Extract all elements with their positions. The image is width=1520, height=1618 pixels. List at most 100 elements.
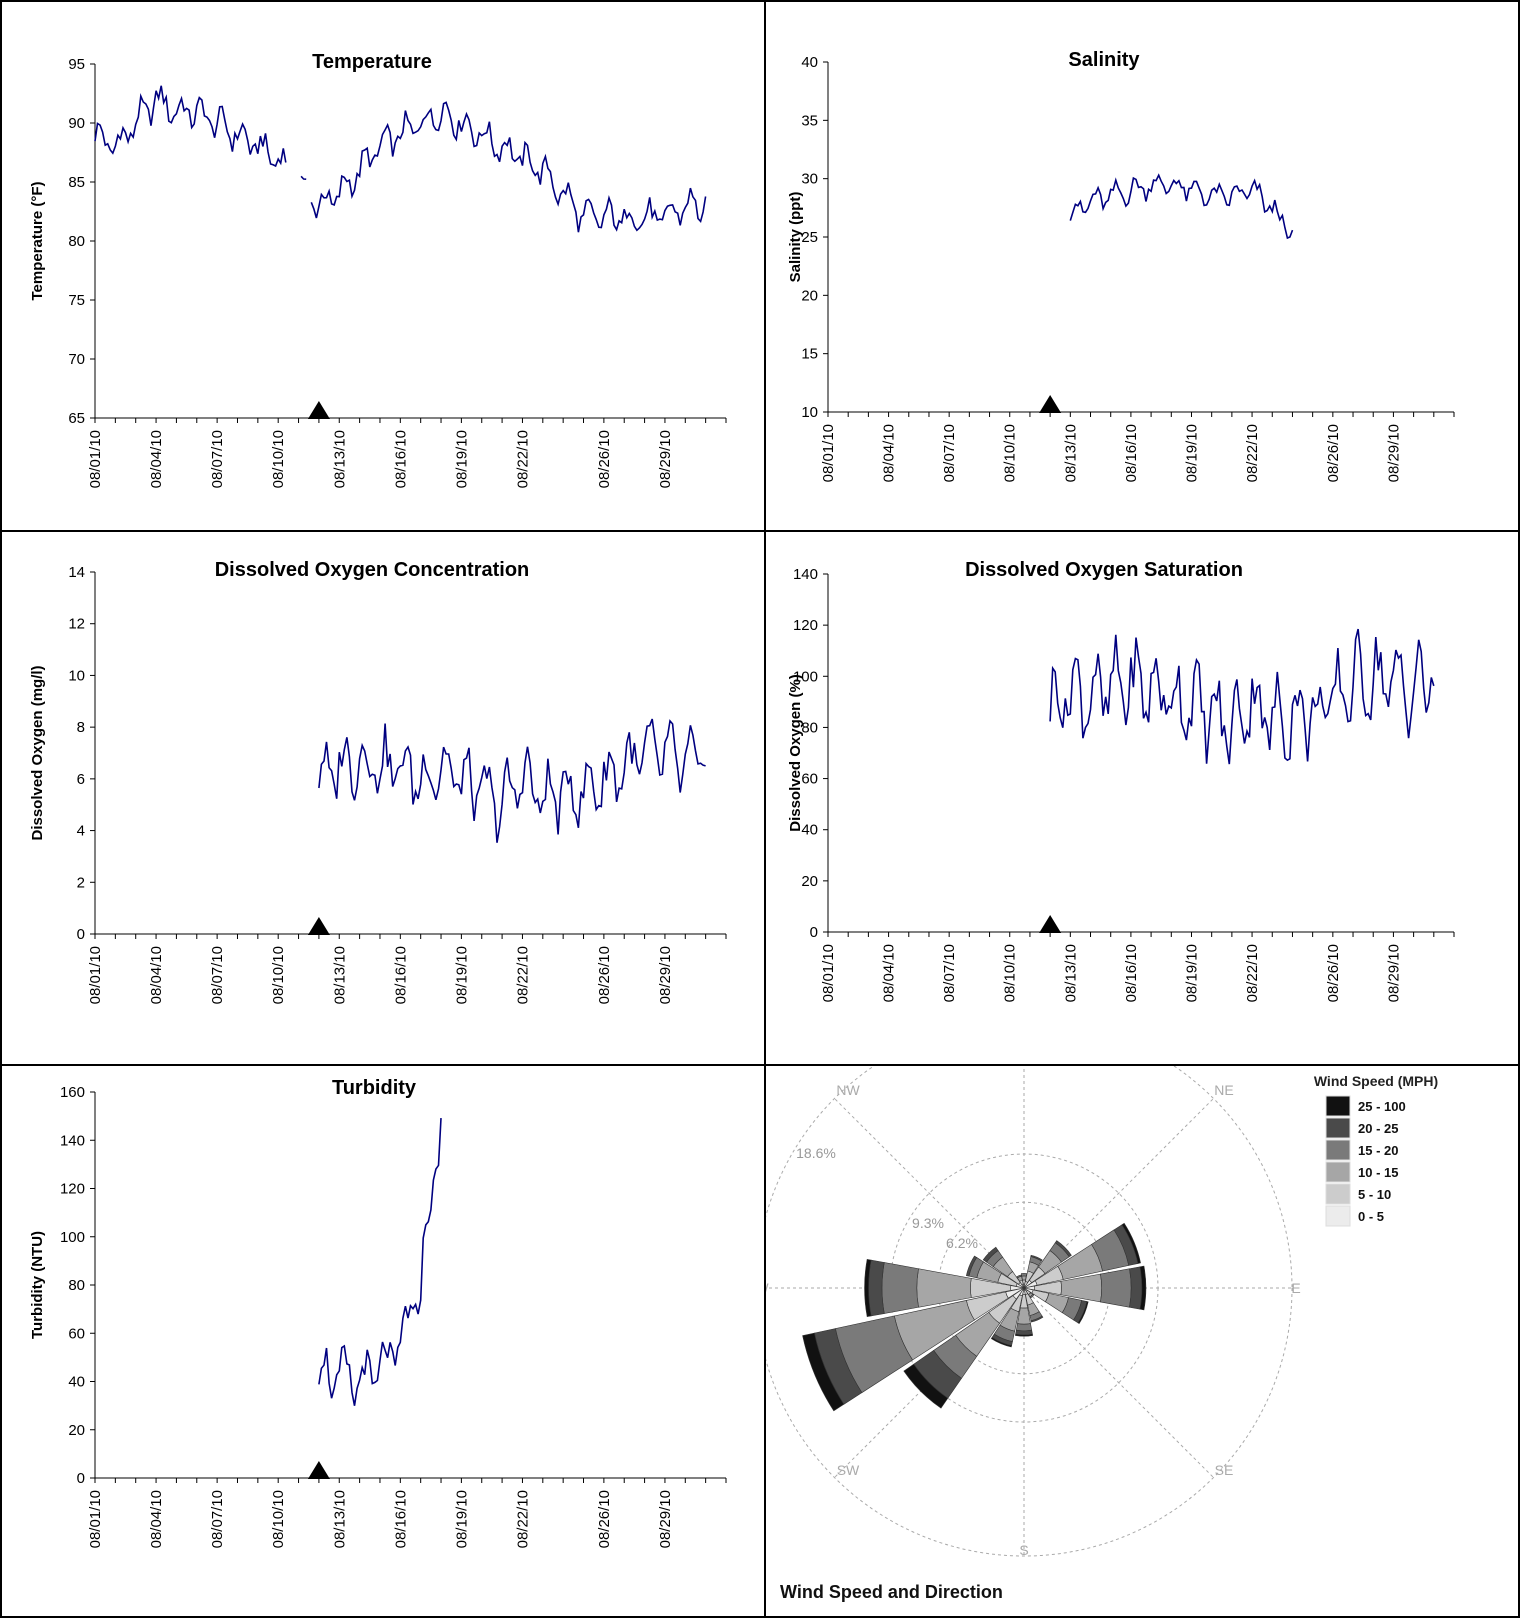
compass-label: S xyxy=(1019,1542,1028,1558)
temperature-chart: Temperature Temperature (°F) 65 70 75 80 85 90 9… xyxy=(29,51,727,488)
y-tick-label: 100 xyxy=(60,1229,85,1246)
turbidity-chart: Turbidity Turbidity (NTU) 0 20 40 60 80 100 120 1… xyxy=(29,1077,727,1548)
series-line xyxy=(318,1118,442,1406)
x-tick-label: 08/04/10 xyxy=(148,946,165,1004)
x-tick-label: 08/13/10 xyxy=(331,1490,348,1548)
y-axis-label: Dissolved Oxygen (mg/l) xyxy=(29,665,46,840)
y-tick-label: 6 xyxy=(77,771,85,788)
wind-rose-wedge xyxy=(1139,1265,1147,1311)
compass-label: SW xyxy=(837,1462,860,1478)
turbidity-chart-panel: Turbidity Turbidity (NTU) 0 20 40 60 80 100 120 1… xyxy=(0,1064,766,1618)
legend-item: 10 - 15 xyxy=(1358,1165,1398,1180)
wind-rose-wedge xyxy=(1029,1293,1035,1299)
legend-swatch xyxy=(1325,1095,1351,1117)
y-tick-label: 80 xyxy=(801,719,818,736)
compass-label: SE xyxy=(1215,1462,1234,1478)
x-tick-label: 08/04/10 xyxy=(148,1490,165,1548)
y-tick-label: 35 xyxy=(801,112,818,129)
x-tick-label: 08/16/10 xyxy=(1123,424,1140,482)
x-tick-label: 08/29/10 xyxy=(1385,424,1402,482)
do-saturation-chart: Dissolved Oxygen Saturation Dissolved Oxy… xyxy=(787,559,1455,1002)
salinity-chart-panel: Salinity Salinity (ppt) 10 15 20 25 30 35 40 08/0… xyxy=(764,0,1520,532)
series-line xyxy=(94,85,287,168)
compass-label: W xyxy=(766,1280,769,1296)
x-tick-label: 08/10/10 xyxy=(1002,944,1019,1002)
x-tick-label: 08/07/10 xyxy=(209,430,226,488)
y-tick-label: 2 xyxy=(77,874,85,891)
ring-outer xyxy=(766,1066,1293,1557)
series-line xyxy=(310,101,707,233)
series-line xyxy=(1069,173,1294,240)
x-tick-label: 08/10/10 xyxy=(270,1490,287,1548)
y-tick-label: 40 xyxy=(68,1374,85,1391)
legend-item: 20 - 25 xyxy=(1358,1121,1398,1136)
x-tick-label: 08/26/10 xyxy=(1325,424,1342,482)
y-axis-label: Salinity (ppt) xyxy=(787,192,804,283)
wind-rose-wedge xyxy=(1030,1254,1043,1262)
ring-label: 6.2% xyxy=(946,1235,978,1251)
compass-label: NE xyxy=(1214,1082,1233,1098)
do-concentration-chart: Dissolved Oxygen Concentration Dissolved … xyxy=(29,559,727,1004)
y-tick-label: 140 xyxy=(60,1132,85,1149)
wind-rose-wedge xyxy=(903,1363,949,1409)
y-tick-label: 14 xyxy=(68,564,85,581)
x-tick-label: 08/29/10 xyxy=(657,430,674,488)
chart-title: Wind Speed and Direction xyxy=(780,1582,1003,1602)
y-tick-label: 0 xyxy=(77,1470,85,1487)
y-tick-label: 10 xyxy=(68,667,85,684)
temperature-chart-panel: Temperature Temperature (°F) 65 70 75 80 85 90 9… xyxy=(0,0,766,532)
deployment-marker-triangle xyxy=(1039,395,1062,413)
x-tick-label: 08/10/10 xyxy=(270,430,287,488)
x-tick-label: 08/29/10 xyxy=(657,946,674,1004)
x-tick-label: 08/13/10 xyxy=(1062,424,1079,482)
x-tick-label: 08/19/10 xyxy=(453,1490,470,1548)
legend-item: 0 - 5 xyxy=(1358,1209,1384,1224)
wind-rose-wedge xyxy=(1016,1274,1022,1279)
legend-item: 5 - 10 xyxy=(1358,1187,1391,1202)
x-tick-label: 08/16/10 xyxy=(392,946,409,1004)
x-tick-label: 08/26/10 xyxy=(596,1490,613,1548)
x-tick-label: 08/01/10 xyxy=(820,944,837,1002)
y-tick-label: 4 xyxy=(77,823,85,840)
salinity-chart: Salinity Salinity (ppt) 10 15 20 25 30 35 40 08/0… xyxy=(787,49,1455,482)
y-tick-label: 85 xyxy=(68,174,85,191)
y-tick-label: 140 xyxy=(793,566,818,583)
wind-rose-wedge xyxy=(1129,1266,1143,1310)
wind-rose-wedge xyxy=(1030,1315,1044,1323)
x-tick-label: 08/07/10 xyxy=(209,946,226,1004)
ring-label: 9.3% xyxy=(912,1215,944,1231)
deployment-marker-triangle xyxy=(307,401,330,419)
x-tick-label: 08/07/10 xyxy=(941,424,958,482)
wind-rose-wedge xyxy=(881,1262,919,1314)
do-saturation-chart-panel: Dissolved Oxygen Saturation Dissolved Oxy… xyxy=(764,530,1520,1066)
y-axis-label: Temperature (°F) xyxy=(29,181,46,300)
y-tick-label: 40 xyxy=(801,54,818,71)
y-tick-label: 25 xyxy=(801,229,818,246)
x-tick-label: 08/26/10 xyxy=(596,946,613,1004)
wind-rose-wedge xyxy=(1077,1301,1089,1325)
x-tick-label: 08/29/10 xyxy=(657,1490,674,1548)
x-tick-label: 08/13/10 xyxy=(331,946,348,1004)
x-tick-label: 08/01/10 xyxy=(87,946,104,1004)
y-tick-label: 120 xyxy=(60,1181,85,1198)
x-tick-label: 08/19/10 xyxy=(1183,944,1200,1002)
y-tick-label: 40 xyxy=(801,822,818,839)
series-line xyxy=(318,718,706,843)
wind-rose-wedge xyxy=(1054,1240,1072,1258)
y-tick-label: 15 xyxy=(801,346,818,363)
y-axis-label: Turbidity (NTU) xyxy=(29,1231,46,1339)
legend-item: 25 - 100 xyxy=(1358,1099,1406,1114)
wind-rose-wedge xyxy=(1015,1329,1033,1336)
x-tick-label: 08/22/10 xyxy=(1244,424,1261,482)
wind-rose-wedge xyxy=(1021,1272,1027,1277)
x-tick-label: 08/26/10 xyxy=(596,430,613,488)
legend-swatch xyxy=(1325,1161,1351,1183)
y-tick-label: 20 xyxy=(68,1422,85,1439)
do-concentration-chart-panel: Dissolved Oxygen Concentration Dissolved … xyxy=(0,530,766,1066)
wind-rose-wedge xyxy=(1121,1222,1141,1264)
x-tick-label: 08/26/10 xyxy=(1325,944,1342,1002)
compass-label: E xyxy=(1291,1280,1300,1296)
wind-rose-chart: NNEESESSWWNW6.2%9.3%18.6%Wind Speed (MPH… xyxy=(766,1066,1438,1602)
wind-rose-wedge xyxy=(982,1246,999,1263)
series-line xyxy=(1049,628,1435,765)
